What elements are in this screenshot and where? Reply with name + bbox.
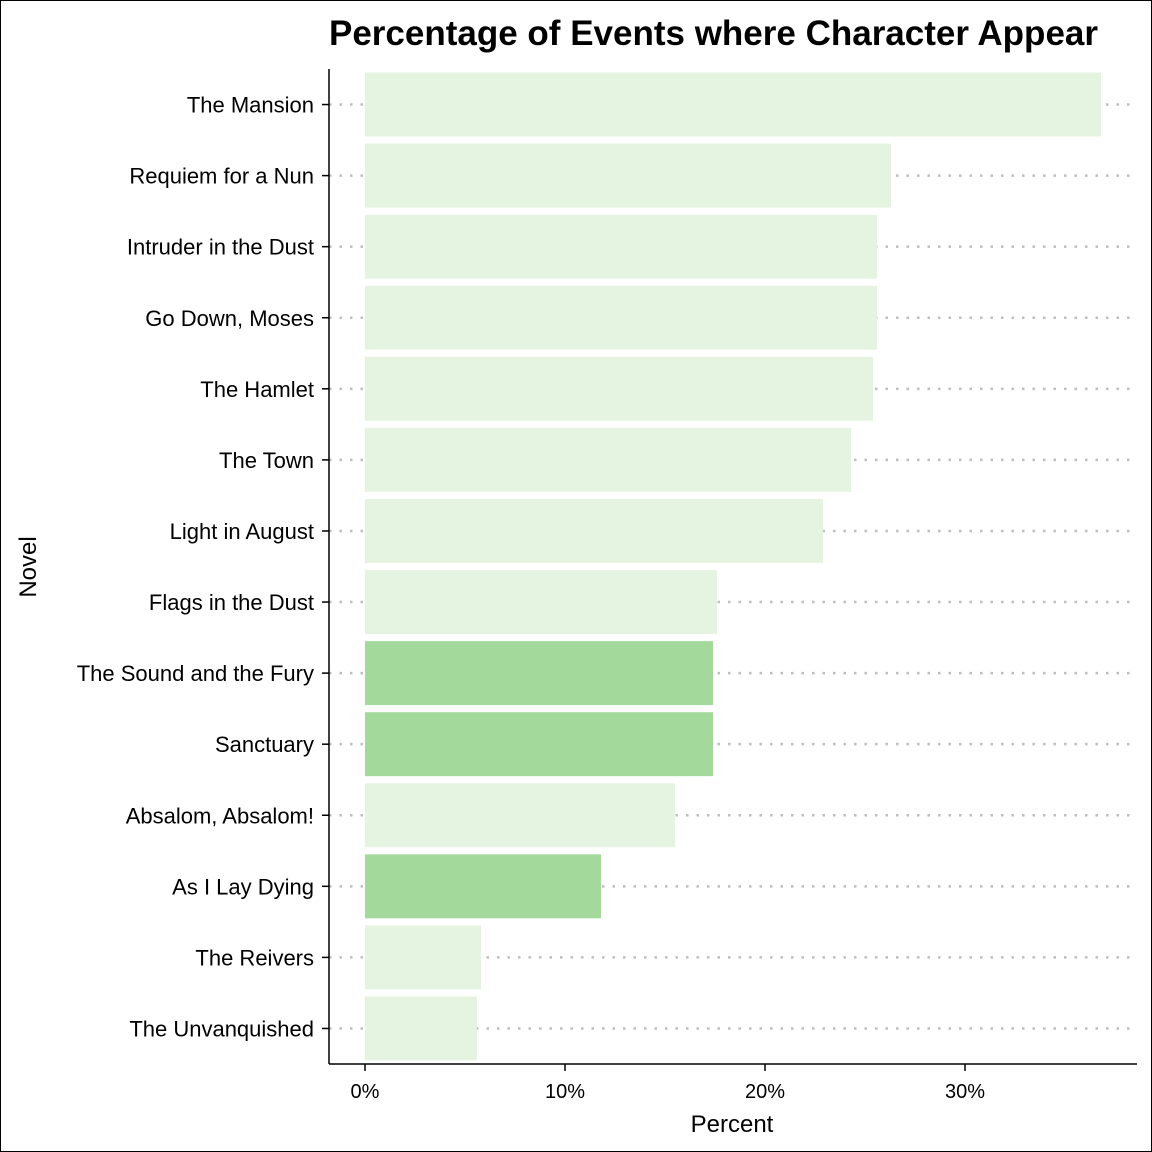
y-tick-label: Absalom, Absalom!: [126, 803, 314, 828]
bar: [365, 570, 717, 635]
bar: [365, 427, 851, 492]
y-tick-label: Intruder in the Dust: [127, 235, 314, 260]
bar: [365, 285, 877, 350]
bar: [365, 783, 675, 848]
y-tick-label: Flags in the Dust: [149, 590, 314, 615]
x-tick-label: 0%: [351, 1081, 380, 1103]
bar: [365, 498, 823, 563]
y-tick-label: Requiem for a Nun: [129, 164, 314, 189]
bar: [365, 72, 1101, 137]
y-tick-label: The Hamlet: [200, 377, 314, 402]
y-tick-label: Sanctuary: [215, 732, 314, 757]
bar: [365, 641, 713, 706]
x-tick-label: 30%: [945, 1081, 985, 1103]
y-axis-title: Novel: [15, 536, 42, 597]
bar: [365, 854, 601, 919]
y-tick-label: The Mansion: [187, 93, 314, 118]
y-tick-label: Go Down, Moses: [145, 306, 314, 331]
x-axis: 0% 10% 20% 30%: [329, 1063, 1137, 1103]
bar: [365, 925, 481, 990]
y-tick-label: The Unvanquished: [129, 1016, 314, 1041]
x-tick-label: 10%: [545, 1081, 585, 1103]
bar: [365, 356, 873, 421]
bar: [365, 143, 891, 208]
y-tick-label: As I Lay Dying: [172, 874, 314, 899]
bar: [365, 996, 477, 1061]
grid-lines: [329, 103, 1137, 1030]
bar: [365, 214, 877, 279]
chart-title: Percentage of Events where Character App…: [329, 14, 1098, 53]
bar: [365, 712, 713, 777]
x-axis-title: Percent: [691, 1111, 774, 1138]
y-tick-label: Light in August: [170, 519, 314, 544]
y-tick-label: The Town: [219, 448, 314, 473]
x-tick-label: 20%: [745, 1081, 785, 1103]
y-axis: The Mansion Requiem for a Nun Intruder in …: [77, 69, 330, 1064]
y-tick-label: The Sound and the Fury: [77, 661, 314, 686]
bars: [365, 72, 1101, 1061]
y-tick-label: The Reivers: [195, 945, 314, 970]
